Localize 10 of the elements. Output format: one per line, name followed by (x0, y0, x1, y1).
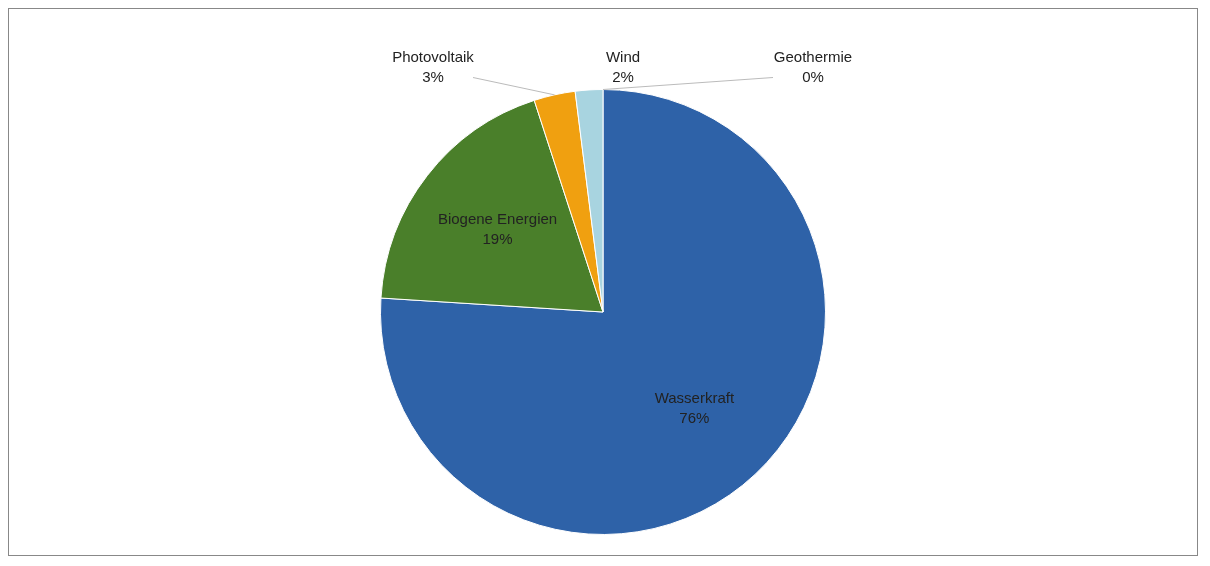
text: 0% (802, 67, 824, 85)
slice-label: Wind (605, 47, 641, 65)
slice-label: Wasserkraft (654, 389, 735, 407)
data-label: 19% (482, 230, 513, 248)
category-label: Geothermie (773, 47, 853, 65)
data-label: 3% (422, 67, 444, 85)
data-label: 2% (612, 67, 634, 85)
slice-label: Photovoltaik (392, 47, 475, 65)
data-label: 76% (679, 409, 710, 427)
slice-label: Biogene Energien (437, 210, 558, 228)
